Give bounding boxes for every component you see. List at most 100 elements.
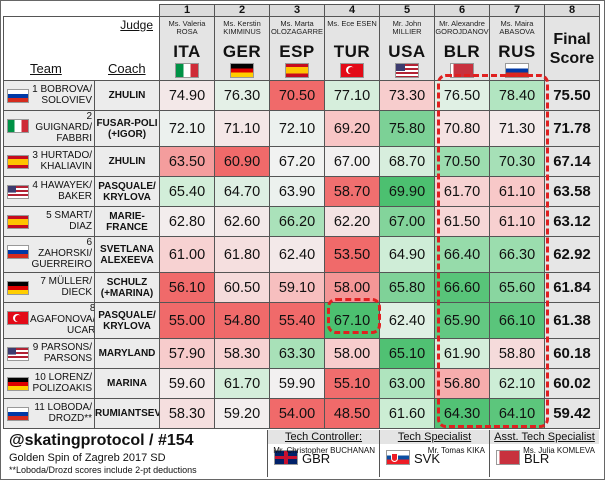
final-score-header: Final Score — [544, 16, 600, 81]
judge-score: 66.20 — [269, 206, 325, 237]
tech-controller: Tech Controller: GBR Mr. Christopher BUC… — [267, 430, 379, 477]
tech-name: Ms. Julia KOMLEVA — [523, 446, 595, 455]
judge-score: 65.90 — [434, 302, 490, 339]
blr-flag-icon — [496, 450, 520, 465]
final-score: 75.50 — [544, 80, 600, 111]
table-row: 6 ZAHORSKI/ GUERREIRO SVETLANA ALEXEEVA 61… — [3, 236, 600, 273]
team-name: 10 LORENZ/ POLIZOAKIS — [32, 371, 92, 394]
deduction-note: **Loboda/Drozd scores include 2-pt deduc… — [9, 465, 197, 475]
coach-name: SVETLANA ALEXEEVA — [94, 236, 160, 273]
team-name: 2 GUIGNARD/ FABBRI — [35, 111, 92, 145]
column-number: 7 — [489, 4, 545, 17]
judge-score: 56.10 — [159, 272, 215, 303]
judge-country: ESP — [279, 42, 315, 61]
team-name: 5 SMART/ DIAZ — [46, 209, 92, 232]
judge-score: 61.60 — [379, 398, 435, 429]
table-row: 11 LOBODA/ DROZD**RUMIANTSEVA58.3059.205… — [3, 398, 600, 429]
judge-score: 66.30 — [489, 236, 545, 273]
judge-score: 48.50 — [324, 398, 380, 429]
column-number: 4 — [324, 4, 380, 17]
column-number: 5 — [379, 4, 435, 17]
team-cell: 9 PARSONS/ PARSONS — [3, 338, 95, 369]
tech-country: GBR — [302, 451, 331, 466]
judge-score: 62.80 — [159, 206, 215, 237]
judge-score: 55.10 — [324, 368, 380, 399]
team-cell: 3 HURTADO/ KHALIAVIN — [3, 146, 95, 177]
coach-name: RUMIANTSEVA — [94, 398, 160, 429]
judge-score: 68.70 — [379, 146, 435, 177]
column-number: 2 — [214, 4, 270, 17]
judge-score: 58.00 — [324, 338, 380, 369]
final-score: 63.58 — [544, 176, 600, 207]
blr-flag-icon — [450, 63, 474, 78]
team-cell: 4 HAWAYEK/ BAKER — [3, 176, 95, 207]
judge-name: Ms. Maira ABASOVA — [499, 19, 535, 36]
column-number: 3 — [269, 4, 325, 17]
judge-header-4: Ms. Ece ESEN TUR — [324, 16, 380, 81]
ger-flag-icon — [230, 63, 254, 78]
judge-score: 65.10 — [379, 338, 435, 369]
judge-score: 70.30 — [489, 146, 545, 177]
team-cell: 7 MÜLLER/ DIECK — [3, 272, 95, 303]
team-cell: 8 AGAFONOVA/ UCAR — [3, 302, 95, 339]
judge-score: 61.70 — [434, 176, 490, 207]
judge-score: 57.90 — [159, 338, 215, 369]
judge-header-6: Mr. Alexandre GOROJDANOV BLR — [434, 16, 490, 81]
team-name: 8 AGAFONOVA/ UCAR — [30, 304, 95, 337]
usa-flag-icon — [7, 185, 29, 199]
judge-score: 73.30 — [379, 80, 435, 111]
judge-score: 59.20 — [214, 398, 270, 429]
final-score: 60.18 — [544, 338, 600, 369]
team-cell: 5 SMART/ DIAZ — [3, 206, 95, 237]
usa-flag-icon — [395, 63, 419, 78]
judge-score: 55.00 — [159, 302, 215, 339]
team-label: Team — [30, 61, 62, 76]
judge-header-2: Ms. Kerstin KIMMINUS GER — [214, 16, 270, 81]
judge-country: TUR — [333, 42, 371, 61]
judge-score: 76.30 — [214, 80, 270, 111]
judge-score: 58.30 — [159, 398, 215, 429]
judge-score: 58.70 — [324, 176, 380, 207]
judge-score: 65.40 — [159, 176, 215, 207]
account-handle: @skatingprotocol / #154 — [9, 432, 194, 449]
ita-flag-icon — [175, 63, 199, 78]
judge-score: 66.10 — [489, 302, 545, 339]
judge-header-5: Mr. John MILLIER USA — [379, 16, 435, 81]
final-score: 60.02 — [544, 368, 600, 399]
team-cell: 10 LORENZ/ POLIZOAKIS — [3, 368, 95, 399]
tech-title: Tech Specialist — [380, 430, 489, 444]
judge-name: Ms. Valeria ROSA — [168, 19, 206, 36]
final-score: 62.92 — [544, 236, 600, 273]
judge-score: 67.00 — [324, 146, 380, 177]
judge-score: 63.50 — [159, 146, 215, 177]
team-name: 9 PARSONS/ PARSONS — [32, 341, 92, 364]
judge-score: 60.90 — [214, 146, 270, 177]
judge-score: 71.10 — [214, 110, 270, 147]
judge-score: 75.80 — [379, 110, 435, 147]
team-cell: 6 ZAHORSKI/ GUERREIRO — [3, 236, 95, 273]
judge-name: Ms. Ece ESEN — [327, 19, 377, 28]
table-row: 5 SMART/ DIAZ MARIE- FRANCE 62.80 62.60 66.2… — [3, 206, 600, 237]
judge-score: 66.60 — [434, 272, 490, 303]
esp-flag-icon — [7, 215, 29, 229]
judge-score: 63.90 — [269, 176, 325, 207]
judge-score: 62.20 — [324, 206, 380, 237]
column-number-row: 1 2 3 4 5 6 7 8 — [3, 4, 600, 17]
judge-name: Mr. Alexandre GOROJDANOV — [435, 19, 489, 36]
judge-score: 61.90 — [434, 338, 490, 369]
judge-score: 74.90 — [159, 80, 215, 111]
judge-score: 65.80 — [379, 272, 435, 303]
judge-score: 72.10 — [269, 110, 325, 147]
judge-score: 59.90 — [269, 368, 325, 399]
judge-score: 60.50 — [214, 272, 270, 303]
judge-country: BLR — [443, 42, 481, 61]
judge-score: 62.10 — [489, 368, 545, 399]
column-number: 8 — [544, 4, 600, 17]
tech-specialist: Tech Specialist SVK Mr. Tomas KIKA — [379, 430, 489, 477]
team-name: 11 LOBODA/ DROZD** — [34, 401, 92, 424]
team-rows: 1 BOBROVA/ SOLOVIEV ZHULIN 74.90 76.30 70.50… — [3, 80, 600, 429]
judge-score: 77.10 — [324, 80, 380, 111]
judge-score: 64.30 — [434, 398, 490, 429]
judge-score: 61.80 — [214, 236, 270, 273]
judge-score: 67.20 — [269, 146, 325, 177]
